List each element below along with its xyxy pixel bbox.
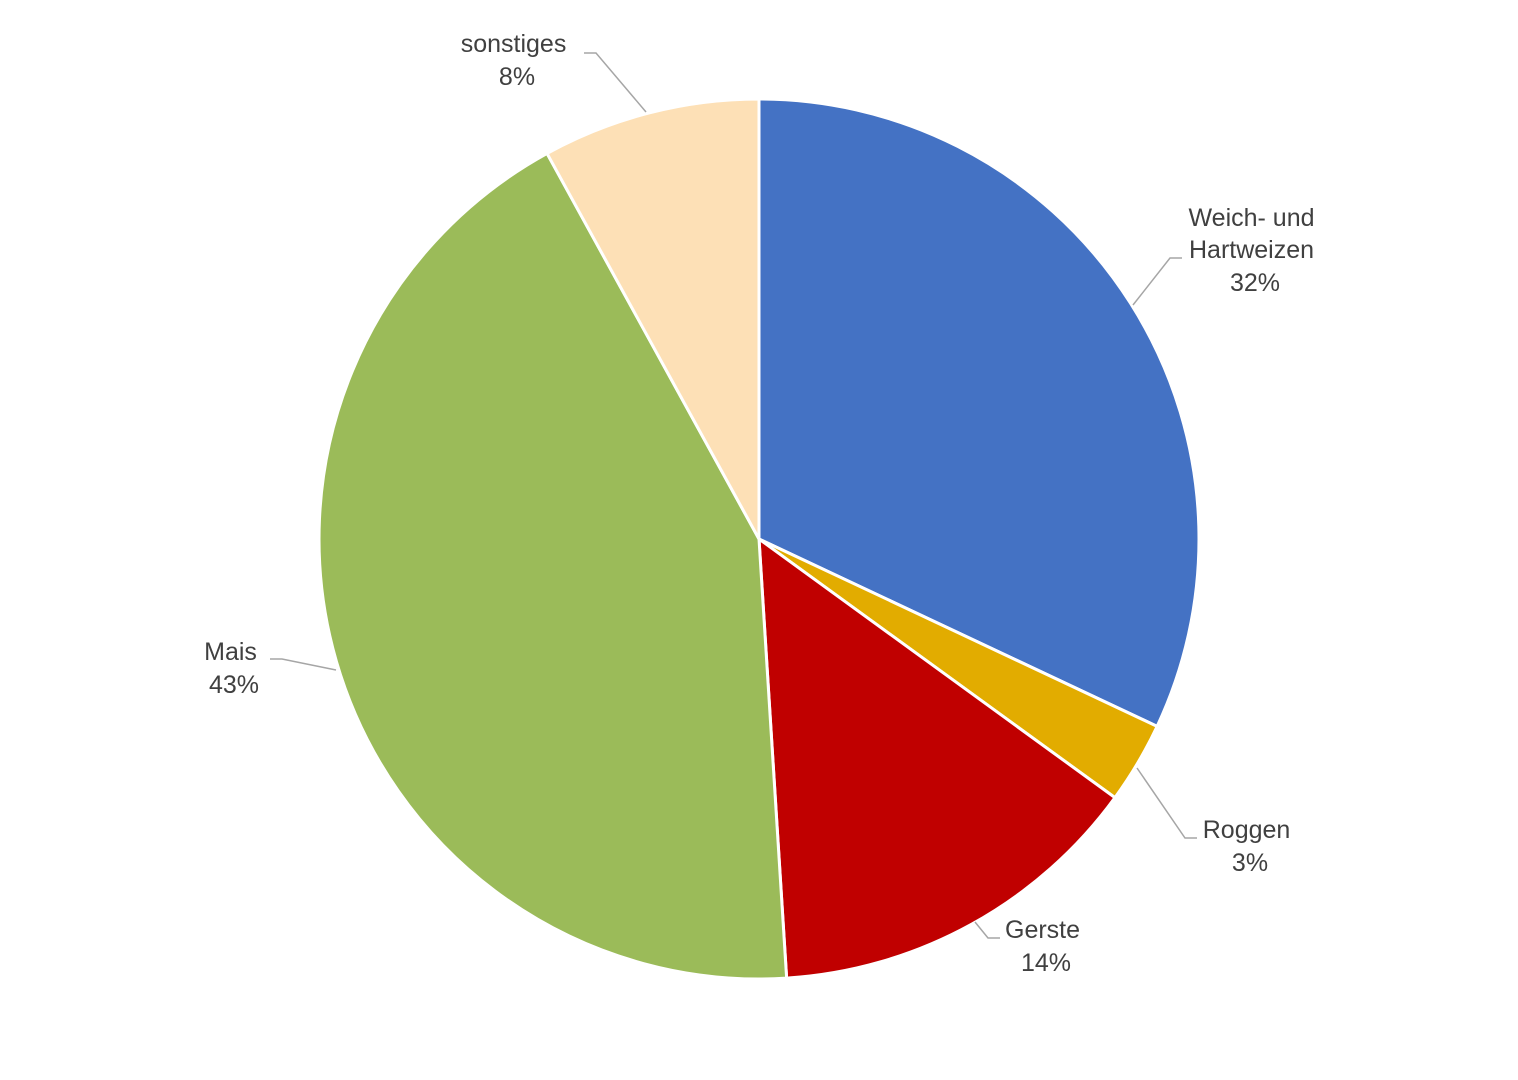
data-label-gerste: Gerste 14% [1005, 916, 1087, 977]
data-labels: Weich- und Hartweizen 32% Roggen 3% Gers… [204, 30, 1322, 977]
data-label-roggen: Roggen 3% [1203, 816, 1298, 877]
leader-line-mais [270, 658, 337, 671]
data-label-mais: Mais 43% [204, 638, 264, 699]
pie-slice-weich-und [757, 97, 1201, 728]
leader-line-weizen [1132, 257, 1182, 306]
pie-slices [317, 97, 1201, 981]
leader-line-roggen [1136, 767, 1197, 839]
data-label-weizen: Weich- und Hartweizen 32% [1189, 204, 1322, 297]
leader-line-sonstiges [584, 52, 647, 113]
pie-slice-sonstiges [545, 97, 761, 541]
leader-line-gerste [974, 921, 1000, 939]
pie-slice-mais [317, 151, 789, 981]
pie-slice-gerste [757, 537, 1117, 980]
leader-lines [270, 52, 1197, 939]
data-label-sonstiges: sonstiges 8% [461, 30, 574, 91]
